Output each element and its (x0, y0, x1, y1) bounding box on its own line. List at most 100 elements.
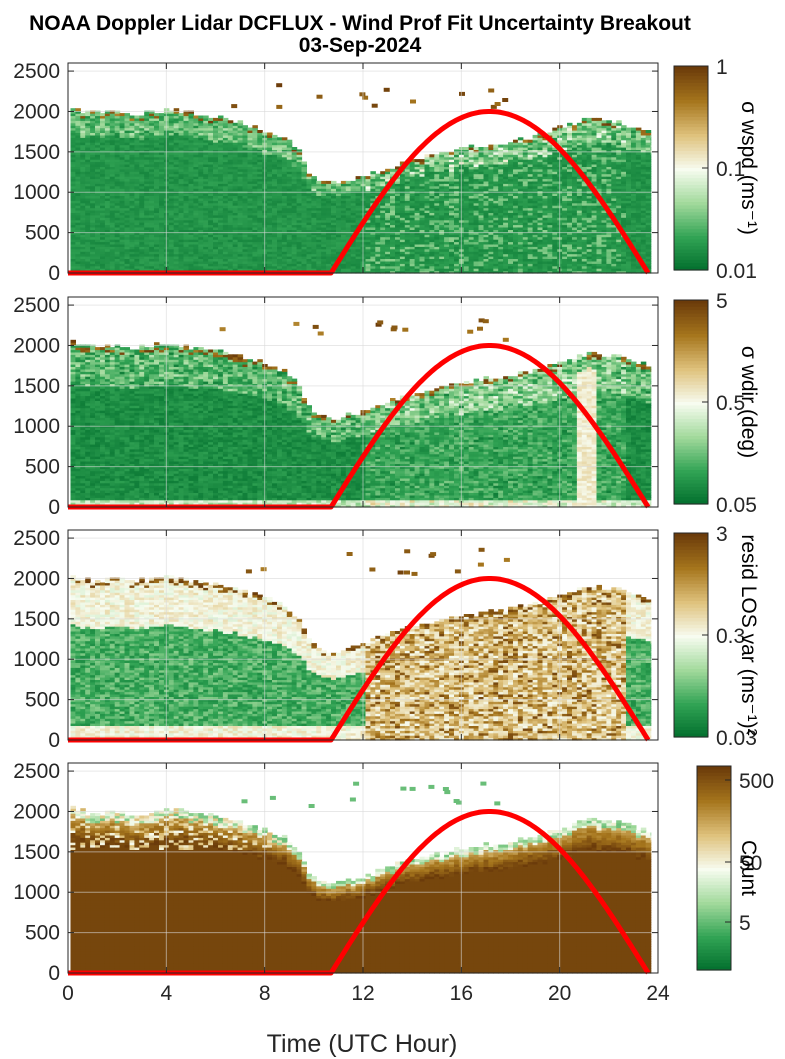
heatmap-cell (119, 265, 126, 269)
heatmap-cell (129, 219, 135, 223)
heatmap-cell (247, 263, 253, 267)
heatmap-cell (124, 234, 130, 238)
heatmap-cell (90, 231, 96, 235)
heatmap-cell (119, 219, 126, 223)
heatmap-cell (198, 125, 204, 129)
heatmap-cell (247, 147, 253, 150)
heatmap-cell (281, 185, 288, 189)
heatmap-cell (109, 115, 116, 119)
heatmap-cell (95, 268, 101, 272)
heatmap-cell (159, 147, 165, 150)
heatmap-cell (188, 239, 194, 243)
heatmap-cell (237, 202, 244, 206)
heatmap-cell (168, 217, 175, 221)
heatmap-cell (213, 229, 219, 233)
heatmap-cell (222, 164, 229, 167)
heatmap-cell (168, 234, 175, 238)
heatmap-cell (213, 219, 219, 223)
heatmap-cell (104, 197, 111, 201)
heatmap-cell (90, 243, 96, 247)
heatmap-cell (100, 239, 106, 243)
heatmap-cell (277, 197, 283, 201)
heatmap-cell (198, 180, 204, 184)
heatmap-cell (277, 185, 283, 189)
heatmap-cell (272, 197, 278, 201)
heatmap-cell (129, 139, 135, 143)
heatmap-cell (159, 195, 165, 199)
heatmap-cell (90, 122, 96, 126)
heatmap-cell (95, 188, 101, 192)
heatmap-cell (173, 195, 180, 199)
heatmap-cell (188, 183, 194, 187)
heatmap-cell (252, 125, 258, 129)
heatmap-cell (311, 176, 317, 180)
heatmap-cell (119, 202, 126, 206)
heatmap-cell (144, 164, 150, 167)
heatmap-cell (218, 130, 224, 133)
heatmap-cell (213, 183, 219, 187)
heatmap-cell (144, 156, 150, 160)
heatmap-cell (281, 156, 288, 160)
heatmap-cell (203, 214, 209, 218)
heatmap-cell (90, 222, 96, 226)
heatmap-cell (134, 154, 140, 158)
heatmap-cell (218, 231, 224, 235)
heatmap-cell (70, 144, 76, 148)
heatmap-cell (154, 268, 160, 272)
heatmap-cell (149, 195, 155, 199)
heatmap-cell (134, 164, 140, 167)
heatmap-cell (272, 212, 278, 216)
heatmap-cell (193, 161, 199, 165)
heatmap-cell (168, 200, 175, 204)
heatmap-cell (114, 125, 121, 129)
heatmap-cell (242, 130, 248, 133)
heatmap-cell (144, 193, 150, 196)
heatmap-cell (85, 125, 91, 129)
heatmap-cell (75, 219, 81, 223)
heatmap-cell (154, 178, 160, 182)
heatmap-cell (129, 227, 135, 230)
heatmap-cell (144, 127, 150, 131)
heatmap-cell (109, 207, 116, 211)
heatmap-cell (222, 227, 229, 230)
heatmap-cell (168, 207, 175, 211)
heatmap-cell (149, 239, 155, 243)
heatmap-cell (257, 246, 263, 250)
heatmap-cell (154, 210, 160, 213)
heatmap-cell (208, 171, 214, 175)
heatmap-cell (208, 219, 214, 223)
heatmap-cell (193, 183, 199, 187)
heatmap-cell (242, 142, 248, 146)
heatmap-cell (129, 210, 135, 213)
heatmap-cell (188, 164, 194, 167)
heatmap-cell (80, 166, 86, 170)
heatmap-cell (188, 227, 194, 230)
heatmap-cell (173, 205, 180, 209)
heatmap-cell (281, 229, 288, 233)
heatmap-cell (104, 207, 111, 211)
heatmap-cell (178, 207, 185, 211)
heatmap-cell (159, 234, 165, 238)
heatmap-cell (257, 224, 263, 228)
heatmap-cell (188, 231, 194, 235)
heatmap-cell (95, 180, 101, 184)
heatmap-cell (198, 166, 204, 170)
heatmap-cell (114, 265, 121, 269)
heatmap-cell (272, 147, 278, 150)
heatmap-cell (252, 176, 258, 180)
heatmap-cell (277, 234, 283, 238)
heatmap-cell (222, 171, 229, 175)
heatmap-cell (242, 156, 248, 160)
heatmap-cell (237, 207, 244, 211)
heatmap-cell (70, 241, 76, 245)
heatmap-cell (272, 229, 278, 233)
heatmap-cell (90, 151, 96, 155)
heatmap-cell (277, 219, 283, 223)
heatmap-cell (198, 147, 204, 150)
heatmap-cell (100, 154, 106, 158)
heatmap-cell (188, 188, 194, 192)
heatmap-cell (232, 268, 239, 272)
heatmap-cell (134, 217, 140, 221)
heatmap-cell (109, 227, 116, 230)
heatmap-cell (85, 183, 91, 187)
